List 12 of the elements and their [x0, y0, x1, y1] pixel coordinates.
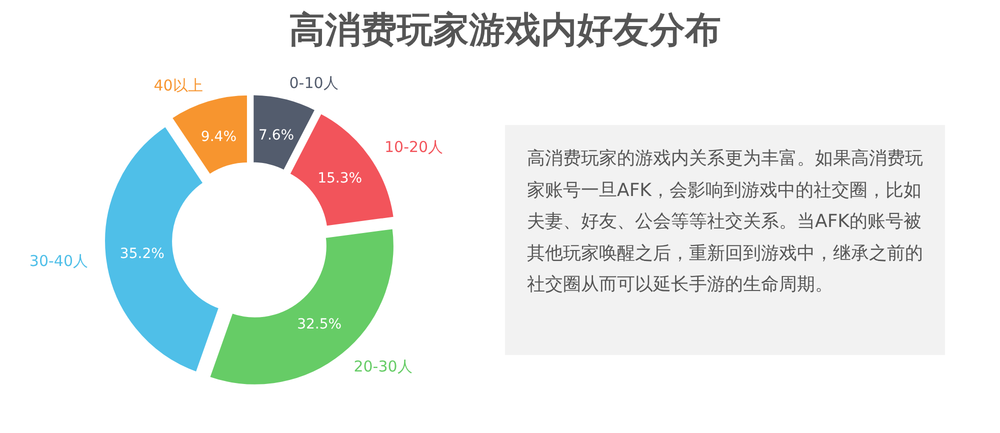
data-label: 15.3%: [318, 170, 362, 186]
slice-label: 0-10人: [289, 74, 338, 92]
slice-label: 40以上: [154, 76, 203, 94]
slice-label: 10-20人: [384, 138, 444, 156]
data-label: 32.5%: [297, 316, 342, 332]
data-label: 35.2%: [120, 246, 164, 262]
chart-title: 高消费玩家游戏内好友分布: [289, 9, 721, 53]
data-label: 9.4%: [200, 129, 237, 146]
data-label: 7.6%: [258, 127, 294, 144]
slice-label: 20-30人: [354, 357, 412, 376]
text: 高消费玩家的游戏内关系更为丰富。如果高消费玩家账号一旦AFK，会影响到游戏中的社交圈，比如夫妻、好友、公会等等社交关系。当AFK的账号被其他玩家唤醒之后，重新回到游戏中，继承之前的社交圈从而可以延长手游的生命周期。: [527, 147, 923, 297]
slice-label: 30-40人: [29, 252, 88, 270]
